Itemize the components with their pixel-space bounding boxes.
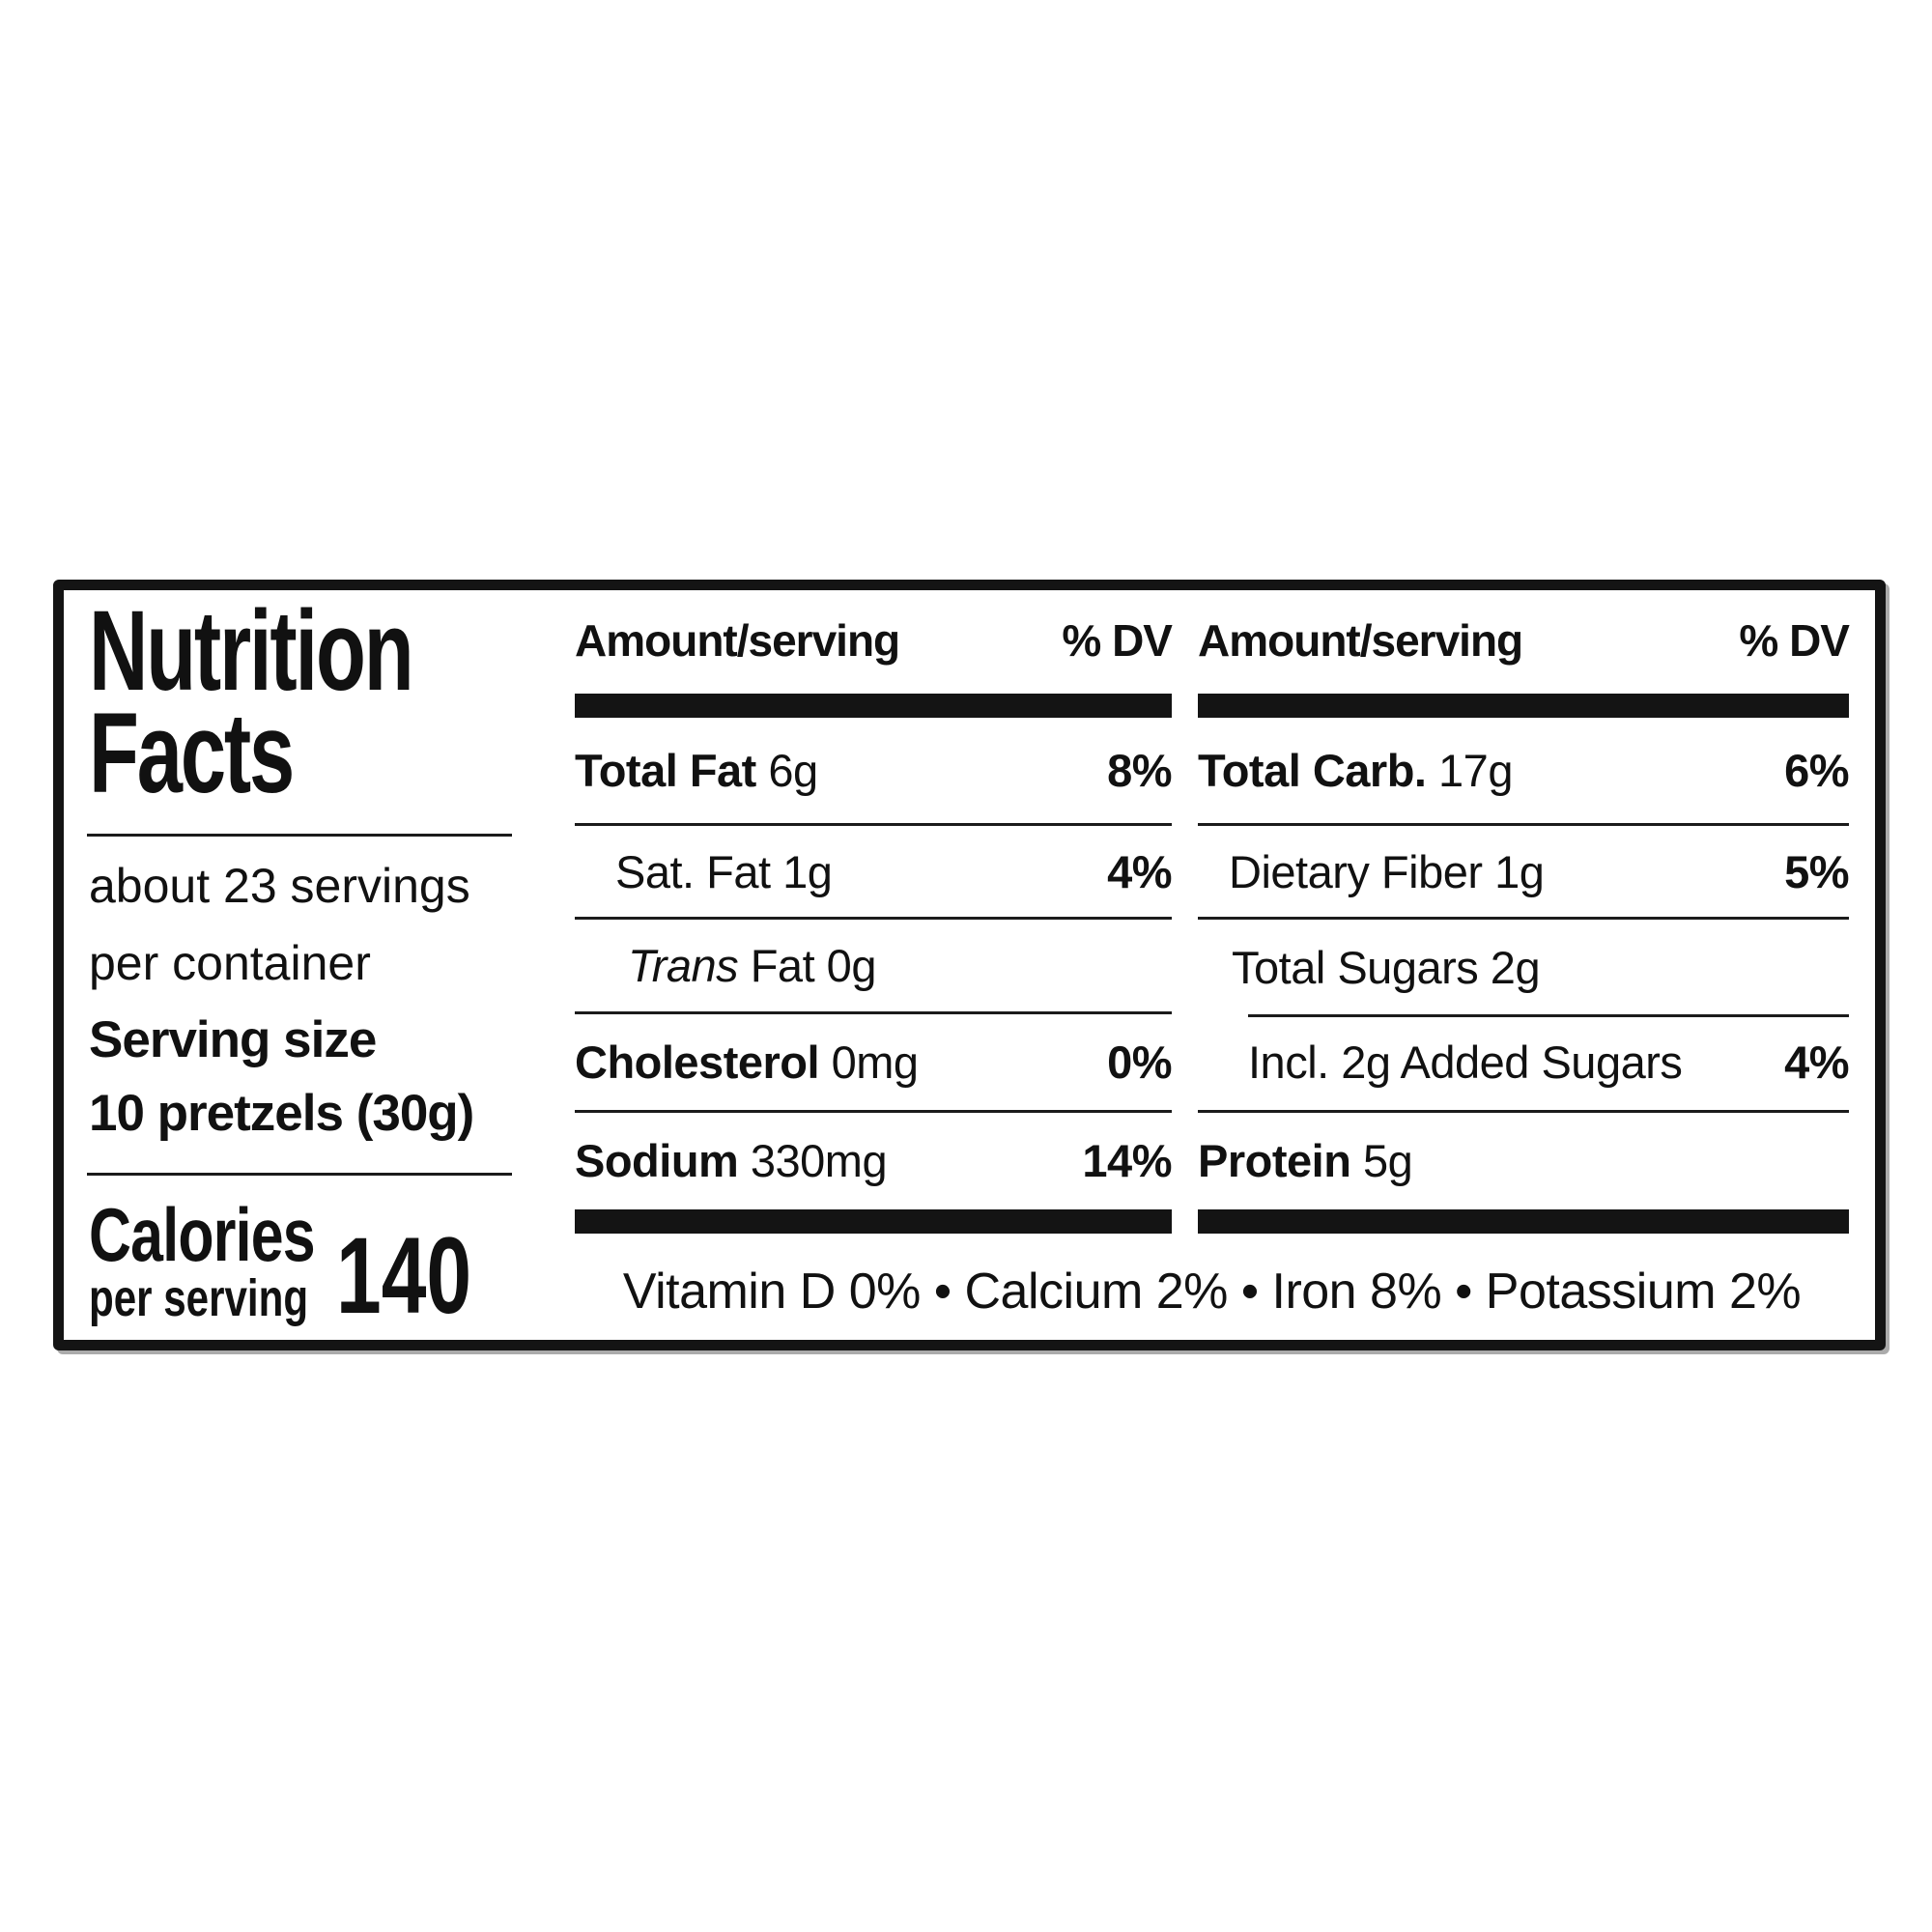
row-cholesterol: Cholesterol 0mg 0% <box>575 1014 1172 1113</box>
column-header: Amount/serving % DV <box>1198 590 1850 694</box>
dv-value: 4% <box>1784 1037 1849 1088</box>
row-added-sugars: Incl. 2g Added Sugars 4% <box>1198 1014 1849 1113</box>
serving-size: Serving size 10 pretzels (30g) <box>89 1004 474 1151</box>
percent-dv-header: % DV <box>1739 615 1850 666</box>
nutrient-rows: Total Carb. 17g 6% Dietary Fiber 1g 5% T… <box>1198 718 1849 1208</box>
row-sat-fat: Sat. Fat 1g 4% <box>575 826 1172 920</box>
divider <box>87 834 512 837</box>
nutrition-facts-label: Nutrition Facts about 23 servings per co… <box>53 580 1886 1350</box>
amount-per-serving-header: Amount/serving <box>1198 615 1523 666</box>
servings-line-1: about 23 servings <box>89 859 470 913</box>
row-sodium: Sodium 330mg 14% <box>575 1134 1172 1186</box>
dv-value: 0% <box>1107 1037 1172 1088</box>
row-total-fat: Total Fat 6g 8% <box>575 718 1172 826</box>
row-dietary-fiber: Dietary Fiber 1g 5% <box>1198 826 1849 920</box>
vitamins-minerals-line: Vitamin D 0% • Calcium 2% • Iron 8% • Po… <box>622 1264 1802 1320</box>
row-trans-fat: Trans Fat 0g <box>575 920 1172 1014</box>
percent-dv-header: % DV <box>1062 615 1173 666</box>
calories-value: 140 <box>336 1215 472 1336</box>
amount-per-serving-header: Amount/serving <box>575 615 900 666</box>
title-line-1: Nutrition <box>89 587 414 715</box>
divider <box>87 1173 512 1176</box>
dv-value: 5% <box>1784 845 1849 897</box>
label-title: Nutrition Facts <box>89 587 538 817</box>
nutrient-column-right: Amount/serving % DV Total Carb. 17g 6% D… <box>1198 590 1850 1340</box>
title-line-2: Facts <box>89 690 295 817</box>
calories-sublabel: per serving <box>89 1269 309 1327</box>
servings-line-2: per container <box>89 936 371 990</box>
summary-column: Nutrition Facts about 23 servings per co… <box>64 590 575 1340</box>
section-bar <box>1198 694 1849 718</box>
row-total-carb: Total Carb. 17g 6% <box>1198 718 1849 826</box>
row-total-sugars: Total Sugars 2g <box>1232 941 1541 993</box>
section-bar <box>575 694 1172 718</box>
calories-label: Calories <box>89 1192 316 1277</box>
serving-size-value: 10 pretzels (30g) <box>89 1085 474 1142</box>
serving-size-label: Serving size <box>89 1011 377 1068</box>
dv-value: 14% <box>1082 1134 1172 1186</box>
dv-value: 6% <box>1784 745 1849 796</box>
calories-block: Calories per serving <box>89 1192 379 1327</box>
dv-value: 4% <box>1107 845 1172 897</box>
row-protein: Protein 5g <box>1198 1134 1413 1186</box>
indented-divider <box>1248 1014 1849 1017</box>
section-bar <box>1198 1209 1849 1234</box>
servings-per-container: about 23 servings per container <box>89 847 470 1002</box>
dv-value: 8% <box>1107 745 1172 796</box>
nutrient-column-left: Amount/serving % DV Total Fat 6g 8% Sat.… <box>575 590 1173 1340</box>
section-bar <box>575 1209 1172 1234</box>
column-header: Amount/serving % DV <box>575 590 1173 694</box>
nutrient-rows: Total Fat 6g 8% Sat. Fat 1g 4% Trans Fat… <box>575 718 1172 1208</box>
